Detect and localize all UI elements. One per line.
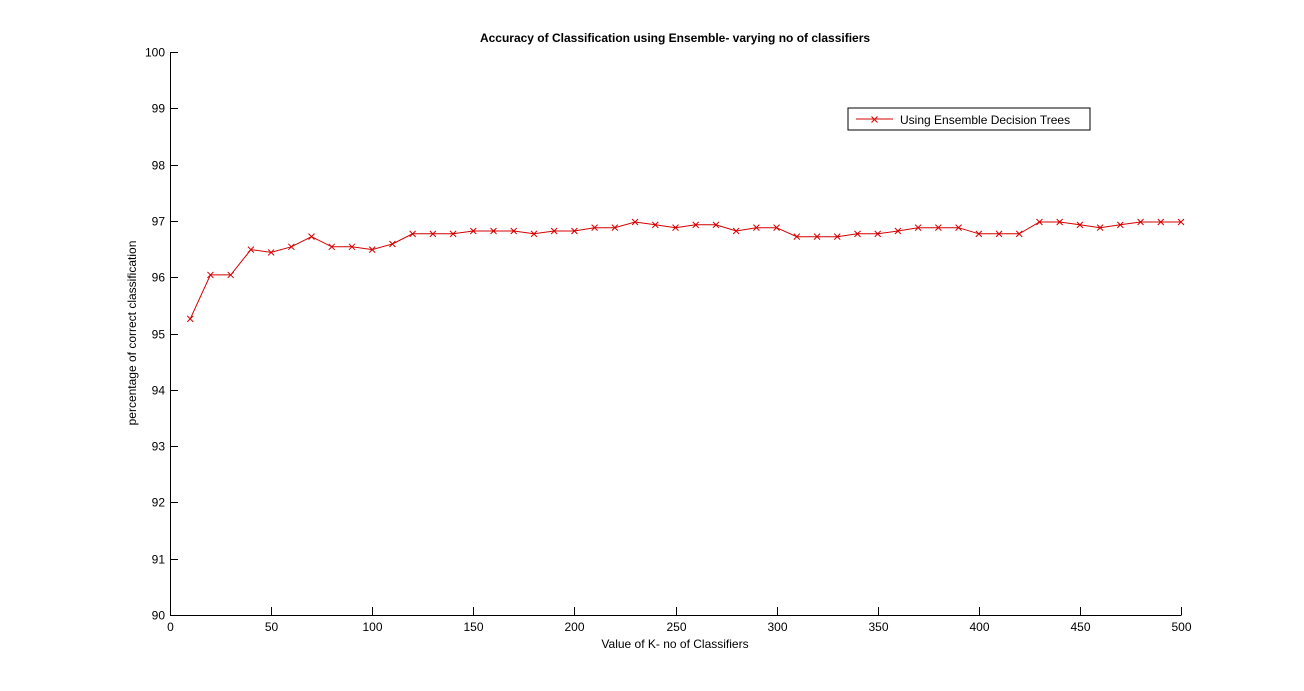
data-point-marker xyxy=(914,224,922,232)
data-point-marker xyxy=(287,243,295,251)
x-tick-label: 50 xyxy=(265,620,279,634)
data-point-marker xyxy=(894,227,902,235)
x-tick-label: 0 xyxy=(167,620,174,634)
data-point-marker xyxy=(490,227,497,235)
data-point-marker xyxy=(389,240,396,248)
data-point-marker xyxy=(207,271,214,279)
legend: Using Ensemble Decision Trees xyxy=(847,107,1091,131)
data-point-marker xyxy=(631,218,639,226)
x-tick-label: 450 xyxy=(1070,620,1090,634)
series-line xyxy=(189,221,1181,320)
data-point-marker xyxy=(1137,218,1144,226)
data-point-marker xyxy=(368,246,376,253)
y-tick-label: 96 xyxy=(152,271,166,285)
data-point-marker xyxy=(955,224,962,232)
data-point-marker xyxy=(712,221,720,229)
data-point-marker xyxy=(611,224,619,232)
y-tick-label: 93 xyxy=(152,440,166,454)
x-tick-label: 100 xyxy=(362,620,382,634)
y-tick-label: 97 xyxy=(152,215,166,229)
data-point-marker xyxy=(1177,218,1185,226)
data-point-marker xyxy=(1056,218,1064,226)
data-point-marker xyxy=(1036,218,1043,226)
y-tick-label: 100 xyxy=(145,46,165,60)
plot-area xyxy=(170,52,1181,615)
data-point-marker xyxy=(591,224,598,232)
data-point-marker xyxy=(227,271,235,279)
data-point-marker xyxy=(975,230,983,238)
data-point-marker xyxy=(530,230,538,238)
series-layer xyxy=(186,218,1185,323)
data-point-marker xyxy=(651,221,659,229)
data-point-marker xyxy=(833,233,841,241)
legend-entry-label: Using Ensemble Decision Trees xyxy=(900,113,1070,127)
data-point-marker xyxy=(935,224,942,232)
x-tick-label: 300 xyxy=(767,620,787,634)
axes xyxy=(170,52,1182,616)
data-point-marker xyxy=(874,230,882,238)
x-tick-label: 350 xyxy=(868,620,888,634)
data-point-marker xyxy=(571,227,578,235)
data-point-marker xyxy=(409,230,416,238)
data-point-marker xyxy=(449,230,457,238)
data-point-marker xyxy=(348,243,356,251)
data-point-marker xyxy=(813,233,821,241)
data-point-marker xyxy=(854,230,861,238)
data-point-marker xyxy=(247,246,255,253)
y-tick-label: 90 xyxy=(152,609,166,623)
data-point-marker xyxy=(308,233,315,241)
y-tick-label: 98 xyxy=(152,159,166,173)
legend-box xyxy=(847,107,1091,131)
chart-title: Accuracy of Classification using Ensembl… xyxy=(480,31,870,45)
data-point-marker xyxy=(995,230,1003,238)
data-point-marker xyxy=(692,221,700,229)
data-point-marker xyxy=(793,233,801,241)
x-axis-label: Value of K- no of Classifiers xyxy=(601,637,748,651)
data-point-marker xyxy=(328,243,336,251)
legend-marker-x xyxy=(871,116,878,123)
y-axis-label: percentage of correct classification xyxy=(125,241,139,426)
data-point-marker xyxy=(753,224,760,232)
data-point-marker xyxy=(672,224,679,232)
data-point-marker xyxy=(550,227,558,235)
data-point-marker xyxy=(732,227,740,235)
ticks: 90 91 92 93 94 95 96 97 98 99 100 0 50 100 150 200 250 30… xyxy=(145,46,1192,635)
data-point-marker xyxy=(469,227,477,235)
x-tick-label: 150 xyxy=(463,620,483,634)
data-point-marker xyxy=(510,227,518,235)
data-point-marker xyxy=(186,315,194,323)
data-point-marker xyxy=(1015,230,1023,238)
y-tick-label: 91 xyxy=(152,553,166,567)
y-tick-label: 94 xyxy=(152,384,166,398)
data-point-marker xyxy=(429,230,437,238)
data-point-marker xyxy=(1116,221,1124,229)
data-point-marker xyxy=(267,249,275,256)
data-point-marker xyxy=(1157,218,1165,226)
x-tick-label: 200 xyxy=(564,620,584,634)
data-point-marker xyxy=(1096,224,1104,232)
x-tick-label: 400 xyxy=(969,620,989,634)
y-tick-label: 92 xyxy=(152,496,166,510)
data-point-marker xyxy=(773,224,780,232)
x-tick-label: 250 xyxy=(666,620,686,634)
x-tick-label: 500 xyxy=(1171,620,1191,634)
y-tick-label: 99 xyxy=(152,102,166,116)
data-point-marker xyxy=(1076,221,1084,229)
y-tick-label: 95 xyxy=(152,328,166,342)
